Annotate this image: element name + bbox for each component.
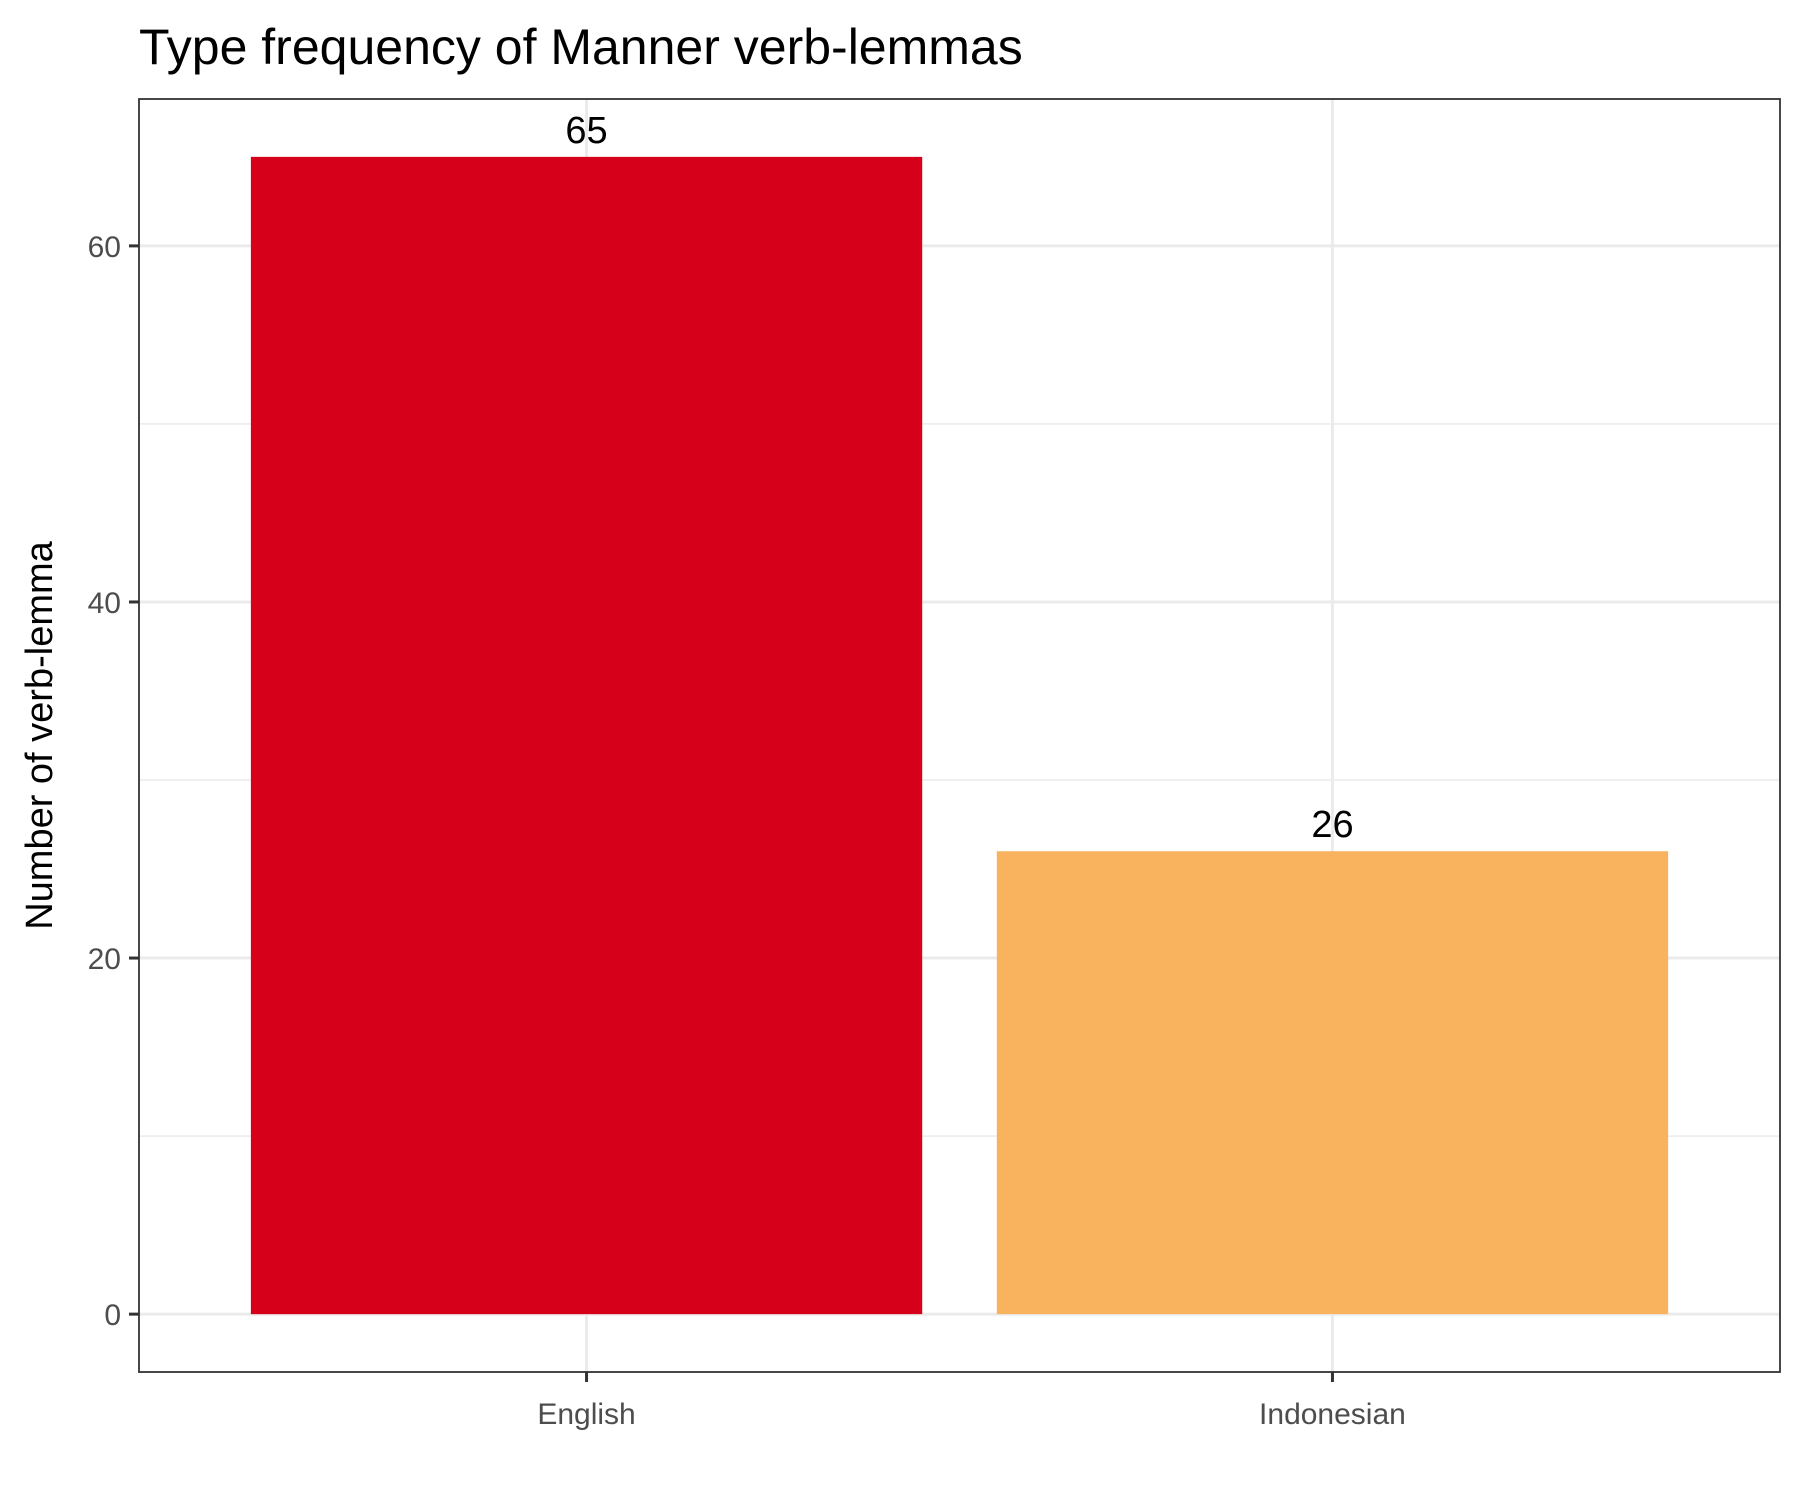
bars <box>250 156 1669 1315</box>
x-tick-label: Indonesian <box>1259 1398 1406 1431</box>
y-axis-title: Number of verb-lemma <box>19 540 61 929</box>
y-tick-label: 60 <box>88 231 121 264</box>
x-tick-label: English <box>537 1398 635 1431</box>
y-tick-label: 40 <box>88 587 121 620</box>
data-label-indonesian: 26 <box>1311 804 1353 846</box>
plot-panel-border <box>138 98 1781 1373</box>
data-label-english: 65 <box>565 110 607 152</box>
y-tick-label: 20 <box>88 943 121 976</box>
bar-english <box>250 156 923 1315</box>
y-tick-label: 0 <box>104 1299 121 1332</box>
axes: 0 20 40 60 English Indonesian <box>88 231 1406 1431</box>
chart-title: Type frequency of Manner verb-lemmas <box>139 19 1023 75</box>
data-labels: 65 26 <box>565 110 1353 846</box>
bar-indonesian <box>996 851 1669 1315</box>
